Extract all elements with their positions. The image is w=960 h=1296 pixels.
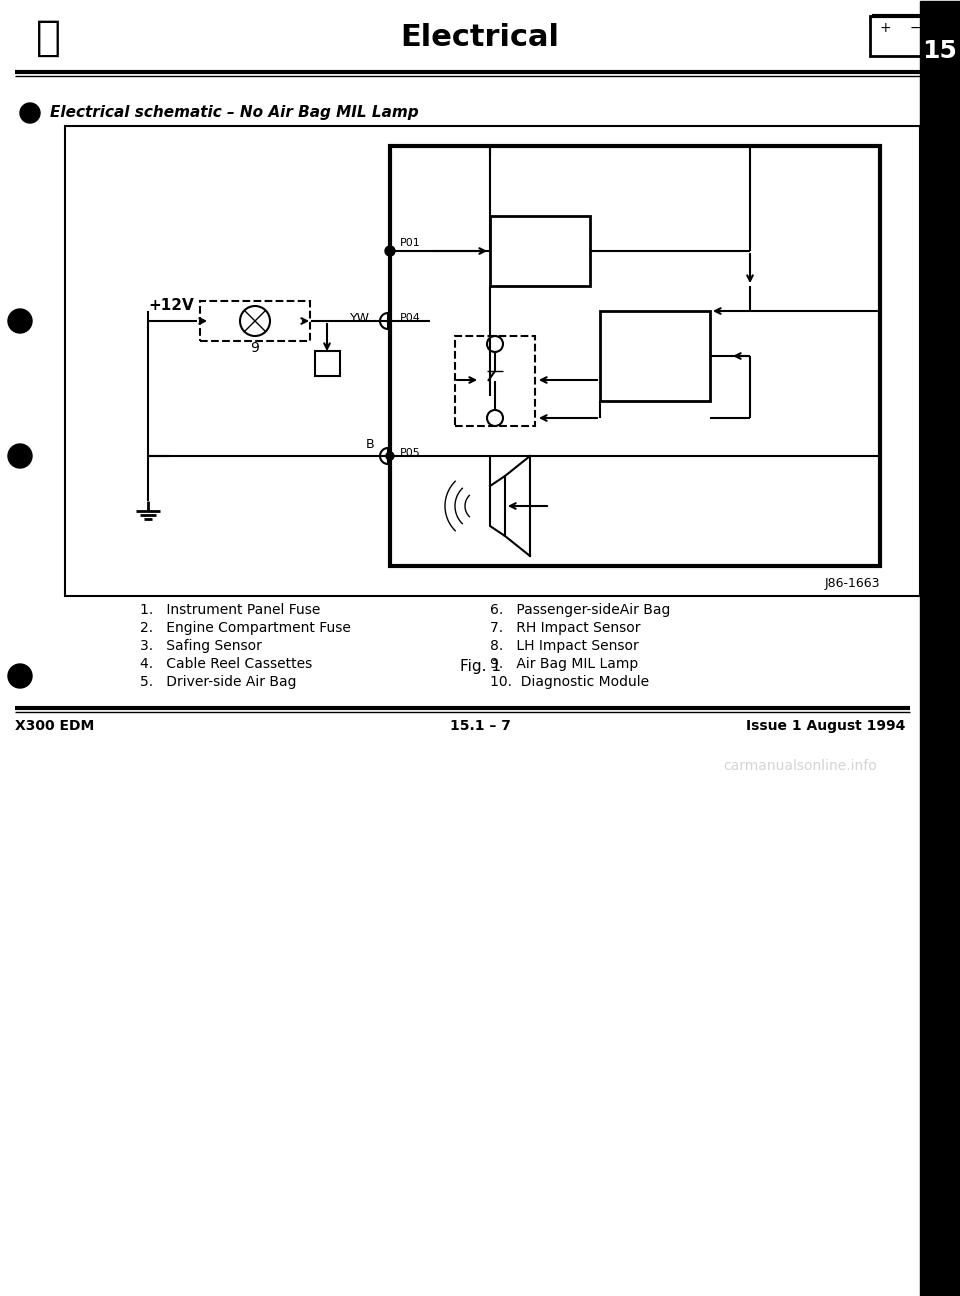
- Text: 1.   Instrument Panel Fuse: 1. Instrument Panel Fuse: [140, 603, 321, 617]
- Text: Electrical schematic – No Air Bag MIL Lamp: Electrical schematic – No Air Bag MIL La…: [50, 105, 419, 121]
- Text: Electrical: Electrical: [400, 23, 560, 53]
- Text: Issue 1 August 1994: Issue 1 August 1994: [746, 719, 905, 734]
- Text: 6.   Passenger-sideAir Bag: 6. Passenger-sideAir Bag: [490, 603, 670, 617]
- Text: 3.   Safing Sensor: 3. Safing Sensor: [140, 639, 262, 653]
- Text: P05: P05: [400, 448, 420, 457]
- Bar: [315, 351, 340, 376]
- Bar: [455, 336, 535, 426]
- Bar: [920, 101, 960, 1296]
- Text: P01: P01: [400, 238, 420, 248]
- Text: J86-1663: J86-1663: [825, 578, 880, 591]
- Text: 8.   LH Impact Sensor: 8. LH Impact Sensor: [490, 639, 638, 653]
- Text: 🐆: 🐆: [36, 17, 60, 60]
- Text: 9: 9: [251, 341, 259, 355]
- Text: 2.   Engine Compartment Fuse: 2. Engine Compartment Fuse: [140, 621, 350, 635]
- Text: P04: P04: [400, 314, 420, 323]
- Bar: [390, 146, 880, 566]
- Text: −: −: [909, 21, 921, 35]
- Circle shape: [385, 246, 395, 257]
- Text: YW: YW: [350, 311, 370, 324]
- Circle shape: [8, 308, 32, 333]
- Circle shape: [487, 410, 503, 426]
- Text: 4.   Cable Reel Cassettes: 4. Cable Reel Cassettes: [140, 657, 312, 671]
- Text: Fig. 1: Fig. 1: [460, 658, 500, 674]
- Bar: [920, 1, 960, 101]
- Text: 15.1 – 7: 15.1 – 7: [449, 719, 511, 734]
- Text: 15: 15: [923, 39, 957, 64]
- Text: +12V: +12V: [148, 298, 194, 314]
- Text: B: B: [366, 438, 374, 451]
- Text: 5.   Driver-side Air Bag: 5. Driver-side Air Bag: [140, 675, 297, 689]
- Circle shape: [240, 306, 270, 336]
- Bar: [490, 216, 590, 286]
- Text: +: +: [879, 21, 891, 35]
- Circle shape: [487, 336, 503, 353]
- Circle shape: [8, 445, 32, 468]
- Bar: [600, 311, 710, 400]
- Text: 9.   Air Bag MIL Lamp: 9. Air Bag MIL Lamp: [490, 657, 638, 671]
- Text: X300 EDM: X300 EDM: [15, 719, 94, 734]
- Bar: [870, 16, 930, 56]
- Text: carmanualsonline.info: carmanualsonline.info: [723, 759, 876, 772]
- Bar: [65, 126, 920, 596]
- Text: 10.  Diagnostic Module: 10. Diagnostic Module: [490, 675, 649, 689]
- Circle shape: [386, 452, 394, 460]
- Circle shape: [8, 664, 32, 688]
- Circle shape: [20, 102, 40, 123]
- Text: 7.   RH Impact Sensor: 7. RH Impact Sensor: [490, 621, 640, 635]
- Bar: [200, 301, 310, 341]
